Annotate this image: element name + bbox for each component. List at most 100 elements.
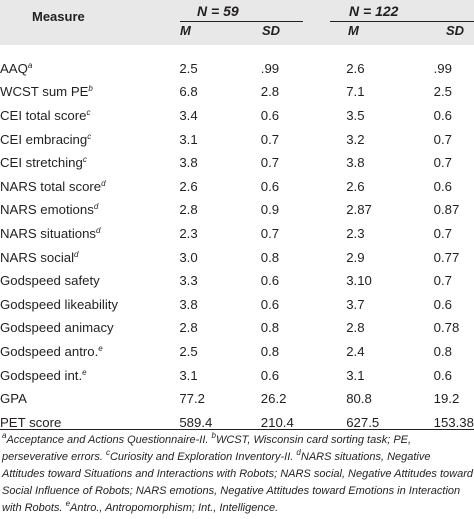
sd-n59-cell: 0.8 bbox=[261, 317, 346, 341]
measure-cell: Godspeed int.e bbox=[0, 364, 179, 388]
mean-n59-cell: 589.4 bbox=[179, 411, 260, 435]
mean-n122-cell: 627.5 bbox=[346, 411, 433, 435]
sd-n59-cell-text: 26.2 bbox=[260, 391, 287, 407]
sd-n59-cell: 0.6 bbox=[261, 175, 346, 199]
mean-n122-cell: 2.6 bbox=[346, 57, 433, 81]
mean-n59-cell-text: 77.2 bbox=[179, 391, 205, 407]
mean-n59-cell-text: 3.1 bbox=[179, 131, 198, 147]
mean-n122-cell: 3.7 bbox=[346, 293, 433, 317]
mean-n59-cell-text: 2.6 bbox=[179, 178, 198, 194]
sd-n122-cell: 0.6 bbox=[434, 364, 474, 388]
table-row: CEI total scorec 3.4 0.6 3.5 0.6 bbox=[0, 104, 474, 128]
mean-n122-cell-text: 7.1 bbox=[346, 84, 365, 100]
mean-n122-cell: 3.8 bbox=[346, 151, 433, 175]
table-footnote: aAcceptance and Actions Questionnaire-II… bbox=[2, 432, 474, 517]
sd-n122-cell: 0.7 bbox=[434, 151, 474, 175]
table-row: Godspeed antro.e 2.5 0.8 2.4 0.8 bbox=[0, 340, 474, 364]
mean-n59-cell-text: 3.3 bbox=[179, 273, 198, 289]
sd-n59-cell-text: 0.6 bbox=[260, 178, 280, 194]
footnote-marker: a bbox=[27, 60, 33, 70]
mean-n122-cell: 2.8 bbox=[346, 317, 433, 341]
sd-n59-cell: 0.9 bbox=[261, 199, 346, 223]
sd-n59-cell-text: 0.7 bbox=[260, 225, 280, 241]
sd-n122-cell-text: 153.38 bbox=[433, 414, 474, 430]
measure-cell-text: Godspeed int. bbox=[0, 367, 83, 383]
measure-cell-text: NARS emotions bbox=[0, 202, 94, 218]
mean-n122-cell: 2.3 bbox=[346, 222, 433, 246]
mean-n59-cell-text: 3.8 bbox=[179, 296, 198, 312]
mean-n59-cell: 3.8 bbox=[179, 293, 260, 317]
group-underline-n122 bbox=[330, 21, 474, 22]
measure-cell: Godspeed antro.e bbox=[0, 340, 179, 364]
measure-cell: NARS situationsd bbox=[0, 222, 179, 246]
mean-n59-cell-text: 589.4 bbox=[179, 414, 213, 430]
measure-cell: CEI embracingc bbox=[0, 128, 179, 152]
table-row: WCST sum PEb 6.8 2.8 7.1 2.5 bbox=[0, 81, 474, 105]
footnote-marker: d bbox=[96, 225, 101, 235]
mean-n59-cell-text: 6.8 bbox=[179, 84, 198, 100]
table-row: Godspeed likeability 3.8 0.6 3.7 0.6 bbox=[0, 293, 474, 317]
mean-n122-cell-text: 2.3 bbox=[346, 225, 365, 241]
footnote-marker: a bbox=[2, 431, 7, 440]
sd-n122-cell: 2.5 bbox=[434, 81, 474, 105]
sd-n122-cell: 0.87 bbox=[434, 199, 474, 223]
mean-n59-cell: 3.8 bbox=[179, 151, 260, 175]
measure-cell-text: AAQ bbox=[0, 60, 28, 76]
footnote-text: WCST, Wisconsin card sorting task; PE, p… bbox=[2, 434, 412, 463]
measure-cell-text: CEI total score bbox=[0, 107, 87, 123]
table-row: NARS sociald 3.0 0.8 2.9 0.77 bbox=[0, 246, 474, 270]
measure-cell: WCST sum PEb bbox=[0, 81, 179, 105]
table-row: CEI embracingc 3.1 0.7 3.2 0.7 bbox=[0, 128, 474, 152]
sd-n59-cell-text: 0.8 bbox=[260, 320, 280, 336]
sd-n59-cell: 0.6 bbox=[261, 104, 346, 128]
table-row: AAQa 2.5.99 2.6.99 bbox=[0, 57, 474, 81]
mean-header-n122: M bbox=[348, 23, 359, 38]
measure-cell-text: NARS social bbox=[0, 249, 75, 265]
measure-cell: PET score bbox=[0, 411, 179, 435]
sd-n59-cell: 0.8 bbox=[261, 340, 346, 364]
mean-n122-cell: 3.10 bbox=[346, 269, 433, 293]
mean-n122-cell-text: 2.9 bbox=[346, 249, 365, 265]
sd-n59-cell: 0.6 bbox=[261, 293, 346, 317]
sd-n122-cell: 19.2 bbox=[434, 387, 474, 411]
sd-n59-cell: 210.4 bbox=[261, 411, 346, 435]
measure-cell-text: WCST sum PE bbox=[0, 84, 89, 100]
footnote-marker: c bbox=[86, 107, 91, 117]
measure-cell-text: Godspeed antro. bbox=[0, 343, 99, 359]
sd-n59-cell: 0.7 bbox=[261, 151, 346, 175]
sd-n122-cell: 0.77 bbox=[434, 246, 474, 270]
footnote-marker: d bbox=[93, 202, 99, 212]
sd-n122-cell-text: 0.78 bbox=[433, 320, 460, 336]
mean-n122-cell-text: 2.6 bbox=[346, 60, 365, 76]
footnote-marker: b bbox=[211, 431, 216, 440]
table-row: NARS emotionsd 2.8 0.9 2.87 0.87 bbox=[0, 199, 474, 223]
footnote-marker: c bbox=[105, 448, 110, 457]
sd-n122-cell-text: 19.2 bbox=[433, 391, 460, 407]
measure-cell: Godspeed safety bbox=[0, 269, 179, 293]
sd-n59-cell: .99 bbox=[261, 57, 346, 81]
mean-n122-cell-text: 80.8 bbox=[346, 391, 372, 407]
measure-cell: GPA bbox=[0, 387, 179, 411]
measure-cell: CEI stretchingc bbox=[0, 151, 179, 175]
mean-n59-cell: 2.3 bbox=[179, 222, 260, 246]
sd-n59-cell: 0.7 bbox=[261, 222, 346, 246]
mean-n122-cell-text: 3.1 bbox=[346, 367, 365, 383]
mean-n59-cell-text: 2.5 bbox=[179, 343, 198, 359]
sd-n122-cell: 0.78 bbox=[434, 317, 474, 341]
sd-n59-cell-text: 0.6 bbox=[260, 273, 280, 289]
mean-n122-cell: 3.5 bbox=[346, 104, 433, 128]
measure-cell-text: Godspeed animacy bbox=[0, 320, 114, 336]
mean-n59-cell: 3.3 bbox=[179, 269, 260, 293]
sd-n59-cell-text: 0.8 bbox=[260, 249, 280, 265]
mean-n122-cell: 2.6 bbox=[346, 175, 433, 199]
table-row: NARS situationsd 2.3 0.7 2.3 0.7 bbox=[0, 222, 474, 246]
measure-cell-text: Godspeed likeability bbox=[0, 296, 119, 312]
measure-cell: Godspeed likeability bbox=[0, 293, 179, 317]
sd-n122-cell-text: 0.7 bbox=[433, 225, 452, 241]
table-row: NARS total scored 2.6 0.6 2.6 0.6 bbox=[0, 175, 474, 199]
sd-n122-cell-text: 0.6 bbox=[433, 296, 452, 312]
measure-cell-text: GPA bbox=[0, 391, 27, 407]
footnote-marker: e bbox=[65, 499, 71, 508]
table-header bbox=[0, 0, 474, 45]
sd-n59-cell-text: 0.8 bbox=[260, 343, 280, 359]
